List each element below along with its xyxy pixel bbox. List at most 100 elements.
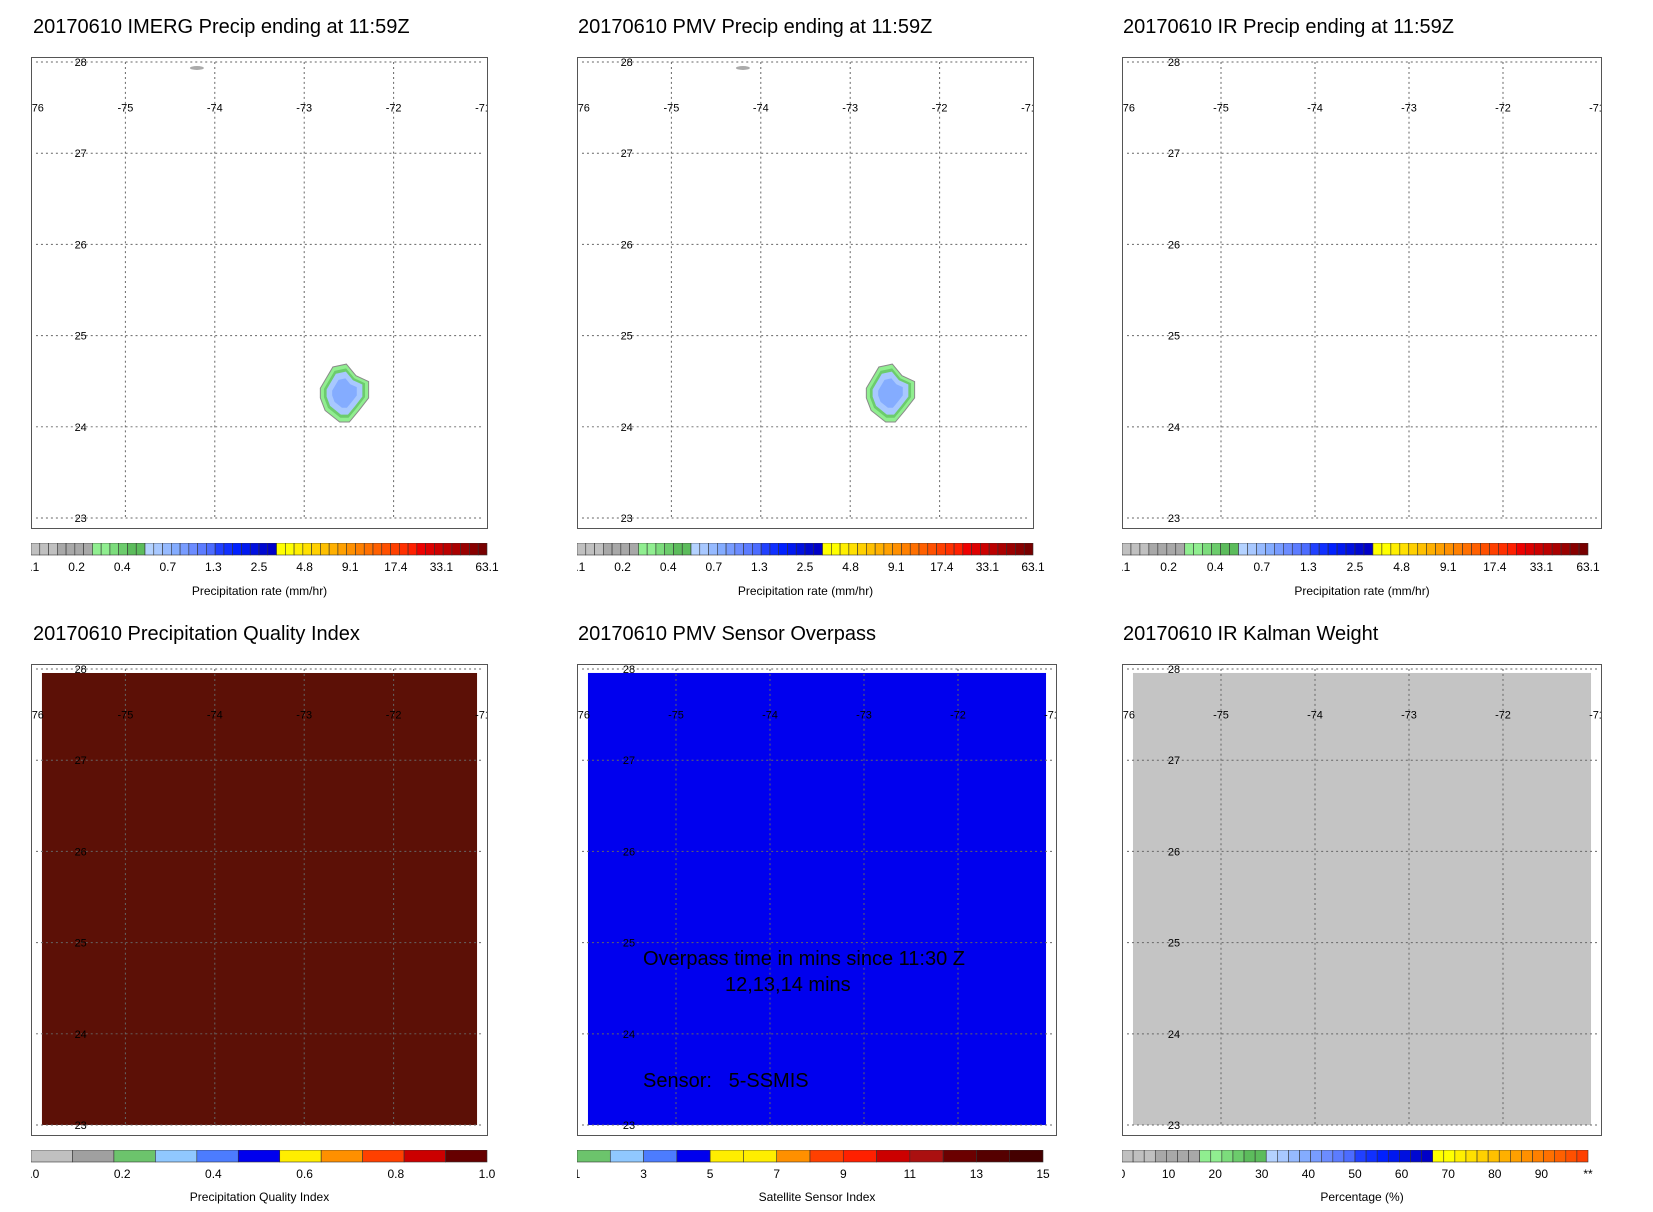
colorbar-tick-label: 1: [577, 1167, 581, 1181]
lon-tick-label: -76: [31, 103, 44, 115]
colorbar-tick-label: 0.7: [159, 560, 176, 574]
lon-tick-label: -71: [1589, 710, 1602, 722]
colorbar-tick-label: 0.2: [114, 1167, 131, 1181]
map-plot: 28 27 26 25 24 23 -76 -75 -74 -73 -72 -71: [577, 57, 1034, 529]
lat-tick-label: 25: [75, 331, 87, 343]
lat-tick-label: 24: [1168, 1029, 1180, 1041]
colorbar-swatch: [1507, 543, 1517, 556]
colorbar-tick-label: 0.4: [114, 560, 131, 574]
colorbar-swatch: [1533, 543, 1544, 556]
precip-cell-core: [878, 378, 903, 408]
colorbar-swatch: [1265, 1150, 1278, 1163]
lon-tick-label: -73: [1401, 710, 1417, 722]
lat-tick-label: 24: [75, 1029, 87, 1041]
colorbar-swatch: [646, 543, 657, 556]
colorbar-swatch: [1300, 543, 1311, 556]
lon-tick-label: -75: [1213, 103, 1229, 115]
colorbar-swatch: [1188, 1150, 1200, 1163]
colorbar-swatch: [1154, 1150, 1167, 1163]
colorbar-swatch: [127, 543, 137, 556]
colorbar-swatch: [901, 543, 911, 556]
colorbar-swatch: [363, 543, 374, 556]
lon-tick-label: -71: [1021, 103, 1034, 115]
colorbar-swatch: [1516, 543, 1526, 556]
colorbar-tick-label: 33.1: [976, 560, 1000, 574]
lat-tick-label: 25: [75, 938, 87, 950]
colorbar-swatch: [179, 543, 190, 556]
lat-tick-label: 28: [621, 57, 633, 69]
colorbar-tick-label: 70: [1442, 1167, 1456, 1181]
lon-tick-label: -73: [842, 103, 858, 115]
colorbar-swatch: [1327, 543, 1338, 556]
colorbar-swatch: [355, 543, 365, 556]
colorbar-swatch: [1143, 1150, 1156, 1163]
colorbar-swatch: [778, 543, 788, 556]
colorbar-swatch: [918, 543, 929, 556]
colorbar-swatch: [162, 543, 172, 556]
colorbar-swatch: [460, 543, 470, 556]
colorbar-swatch: [381, 543, 391, 556]
colorbar-swatch: [883, 543, 893, 556]
colorbar-tick-label: 0.2: [68, 560, 85, 574]
colorbar-swatch: [1354, 543, 1365, 556]
colorbar-swatch: [1122, 543, 1132, 556]
data-fill-area: [41, 672, 478, 1126]
colorbar-swatch: [842, 1150, 877, 1163]
lat-tick-label: 26: [75, 239, 87, 251]
colorbar-swatch: [1309, 543, 1320, 556]
colorbar-tick-label: 0.4: [205, 1167, 222, 1181]
lat-tick-label: 27: [1168, 755, 1180, 767]
colorbar-swatch: [927, 543, 937, 556]
colorbar-swatch: [876, 1150, 911, 1163]
colorbar-swatch: [425, 543, 435, 556]
colorbar-swatch: [346, 543, 356, 556]
colorbar-swatch: [1487, 1150, 1500, 1163]
colorbar-tick-label: 1.3: [205, 560, 222, 574]
colorbar-swatch: [118, 543, 128, 556]
colorbar-swatch: [197, 543, 207, 556]
lon-tick-label: -76: [1122, 103, 1135, 115]
colorbar-swatch: [699, 543, 709, 556]
colorbar-swatch: [1426, 543, 1436, 556]
colorbar-tick-label: 40: [1302, 1167, 1316, 1181]
colorbar-swatch: [752, 543, 762, 556]
colorbar-swatch: [1299, 1150, 1311, 1163]
lon-tick-label: -72: [950, 710, 966, 722]
lat-tick-label: 25: [623, 938, 635, 950]
colorbar-swatch: [1542, 543, 1553, 556]
colorbar-swatch: [1421, 1150, 1433, 1163]
colorbar-swatch: [362, 1150, 405, 1163]
colorbar-swatch: [1211, 543, 1221, 556]
colorbar-swatch: [1417, 543, 1427, 556]
colorbar-swatch: [1462, 543, 1472, 556]
colorbar-swatch: [717, 543, 727, 556]
colorbar-swatch: [603, 543, 613, 556]
colorbar-tick-label: 2.5: [251, 560, 268, 574]
colorbar-swatch: [620, 543, 630, 556]
colorbar-label: Precipitation Quality Index: [189, 1190, 330, 1204]
colorbar-swatch: [1576, 1150, 1589, 1163]
colorbar-swatch: [709, 1150, 744, 1163]
colorbar-tick-label: 1.3: [1300, 560, 1317, 574]
colorbar-swatch: [1310, 1150, 1323, 1163]
colorbar-swatch: [416, 543, 426, 556]
colorbar-swatch: [155, 1150, 198, 1163]
lon-tick-label: -76: [1122, 710, 1135, 722]
colorbar-swatch: [31, 543, 41, 556]
map-plot: 28 27 26 25 24 23 -76 -75 -74 -73 -72 -71: [1122, 664, 1602, 1136]
colorbar-swatch: [337, 543, 347, 556]
colorbar-swatch: [1321, 1150, 1334, 1163]
colorbar-swatch: [1157, 543, 1168, 556]
colorbar-swatch: [1381, 543, 1392, 556]
colorbar-tick-label: 9: [840, 1167, 847, 1181]
lat-tick-label: 26: [623, 846, 635, 858]
lat-tick-label: 24: [623, 1029, 635, 1041]
colorbar-swatch: [1009, 1150, 1044, 1163]
lat-tick-label: 28: [623, 664, 635, 676]
colorbar-swatch: [857, 543, 867, 556]
colorbar-swatch: [971, 543, 981, 556]
colorbar-swatch: [1465, 1150, 1478, 1163]
colorbar-tick-label: 20: [1209, 1167, 1223, 1181]
colorbar-swatch: [945, 543, 955, 556]
colorbar-tick-label: 0.6: [296, 1167, 313, 1181]
